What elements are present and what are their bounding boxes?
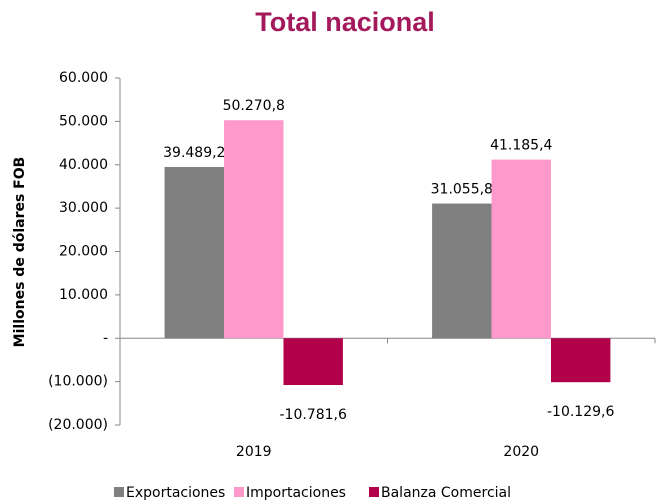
value-label: 39.489,2: [163, 145, 225, 161]
y-tick-label: 60.000: [59, 70, 108, 86]
y-tick-label: -: [103, 330, 108, 346]
bar: [432, 203, 492, 339]
legend-label: Exportaciones: [126, 485, 225, 501]
bar: [283, 338, 343, 386]
legend-label: Balanza Comercial: [381, 485, 511, 501]
y-tick-label: 20.000: [59, 244, 108, 260]
bar: [224, 120, 284, 339]
bar: [550, 338, 611, 383]
legend-swatch: [114, 487, 124, 497]
legend-label: Importaciones: [246, 485, 346, 501]
bar: [164, 166, 225, 339]
bar: [491, 159, 551, 339]
legend-swatch: [369, 487, 379, 497]
x-tick-label: 2019: [236, 444, 272, 460]
value-label: 41.185,4: [490, 138, 552, 154]
value-label: 50.270,8: [223, 98, 285, 114]
y-tick-label: 10.000: [59, 287, 108, 303]
y-tick-label: (10.000): [48, 374, 108, 390]
value-label: -10.129,6: [547, 404, 614, 420]
value-label: -10.781,6: [279, 407, 346, 423]
y-axis-label: Millones de dólares FOB: [12, 157, 28, 348]
legend-swatch: [234, 487, 244, 497]
value-label: 31.055,8: [431, 182, 493, 198]
y-tick-label: 30.000: [59, 200, 108, 216]
x-tick-label: 2020: [503, 444, 539, 460]
y-tick-label: 40.000: [59, 157, 108, 173]
y-tick-label: 50.000: [59, 113, 108, 129]
chart-title: Total nacional: [255, 7, 435, 37]
y-tick-label: (20.000): [48, 417, 108, 433]
